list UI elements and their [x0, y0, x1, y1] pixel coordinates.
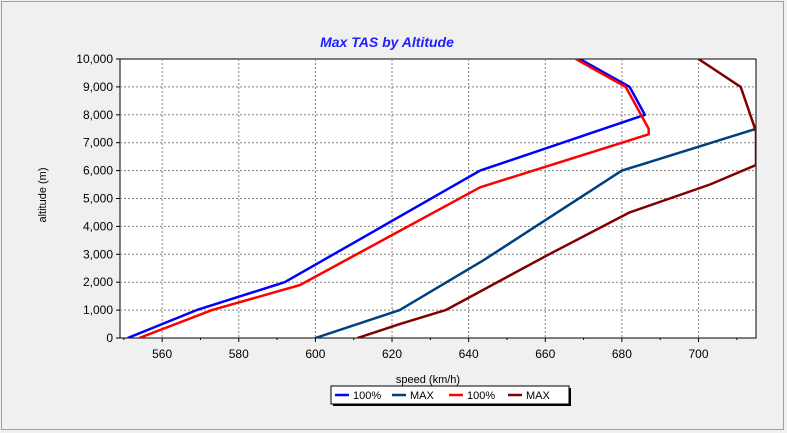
y-tick-label: 10,000 [76, 52, 113, 66]
chart-panel: Max TAS by Altitude 0 1,000 2,000 3,000 4,00… [8, 10, 777, 422]
y-tick-label: 8,000 [83, 108, 113, 122]
x-tick-label: 560 [152, 347, 172, 361]
legend-label: 100% [353, 390, 381, 402]
y-tick-label: 9,000 [83, 80, 113, 94]
series-line-4 [357, 59, 756, 338]
legend: 100% MAX 100% MAX [330, 385, 571, 406]
legend-label: MAX [410, 390, 435, 402]
series-lines [127, 59, 756, 338]
y-tick-label: 5,000 [83, 192, 113, 206]
y-axis-label: altitude (m) [37, 167, 49, 222]
x-tick-label: 680 [612, 347, 632, 361]
y-axis-ticks: 0 1,000 2,000 3,000 4,000 5,000 6,000 7,000 8,00… [76, 52, 120, 345]
series-line-1 [127, 59, 647, 338]
y-tick-label: 0 [106, 331, 113, 345]
legend-label: 100% [467, 390, 495, 402]
y-tick-label: 3,000 [83, 247, 113, 261]
legend-label: MAX [526, 390, 551, 402]
legend-shadow-right [569, 388, 571, 406]
y-tick-label: 4,000 [83, 219, 113, 233]
x-tick-label: 580 [229, 347, 249, 361]
chart-title: Max TAS by Altitude [320, 34, 454, 50]
x-axis-ticks: 560 580 600 620 640 660 680 700 [123, 338, 738, 361]
grid-lines [120, 59, 756, 338]
y-tick-label: 1,000 [83, 303, 113, 317]
y-tick-label: 2,000 [83, 275, 113, 289]
max-tas-chart: Max TAS by Altitude 0 1,000 2,000 3,000 4,00… [37, 34, 757, 406]
x-tick-label: 700 [689, 347, 709, 361]
x-tick-label: 660 [535, 347, 555, 361]
series-line-2 [315, 126, 756, 338]
x-tick-label: 640 [459, 347, 479, 361]
y-tick-label: 7,000 [83, 136, 113, 150]
series-line-3 [138, 59, 650, 338]
legend-shadow-bottom [333, 404, 571, 406]
x-tick-label: 600 [305, 347, 325, 361]
x-axis-label: speed (km/h) [396, 374, 460, 386]
y-tick-label: 6,000 [83, 164, 113, 178]
x-tick-label: 620 [382, 347, 402, 361]
